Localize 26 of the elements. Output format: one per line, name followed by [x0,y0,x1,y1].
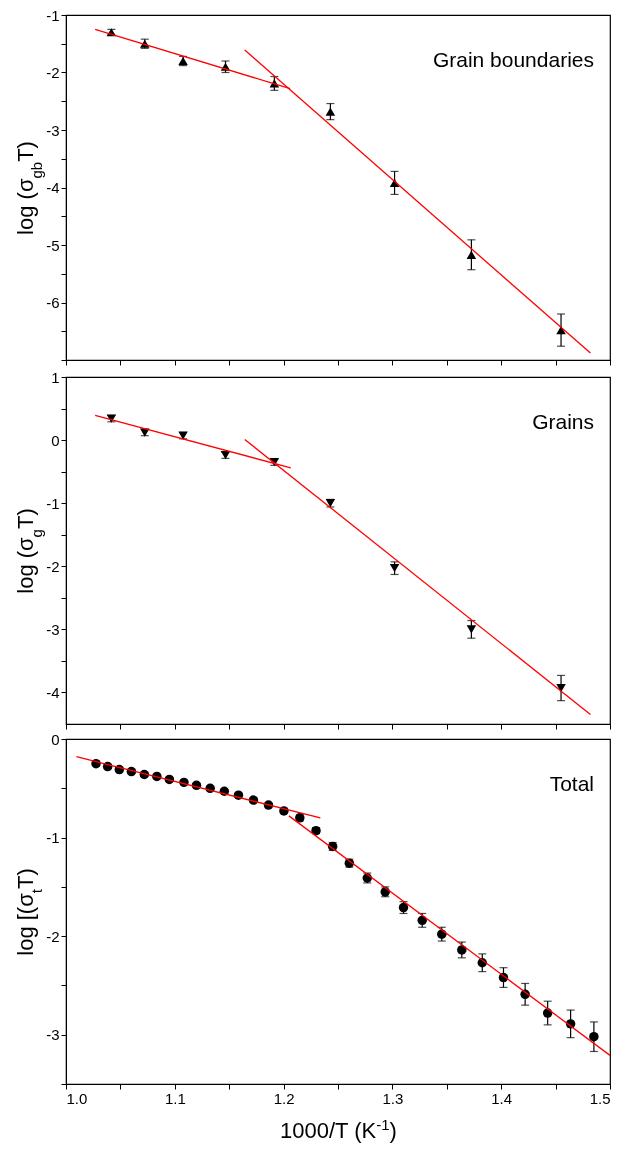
annotation: Grain boundaries [432,48,594,71]
x-tick-label: 1.0 [66,1089,88,1107]
y-tick-label: -2 [46,557,60,575]
y-tick-label: -4 [46,179,60,196]
x-tick-label: 1.1 [164,1089,186,1107]
y-tick-label: -3 [46,1026,60,1044]
y-tick-label: -1 [46,6,60,24]
y-tick-label: -6 [46,294,60,311]
y-tick-label: -4 [46,683,60,701]
y-tick-label: -3 [46,121,60,139]
x-axis-title: 1000/T (K$^{-1}$) [280,1115,397,1143]
y-tick-label: 0 [51,431,60,449]
annotation: Grains [532,410,594,433]
x-tick-label: 1.3 [382,1089,404,1107]
annotation: Total [549,772,594,795]
x-tick-label: 1.2 [273,1089,295,1107]
y-tick-label: -3 [46,620,60,638]
y-tick-label: -1 [46,829,60,847]
y-tick-label: -5 [46,236,60,254]
y-tick-label: -2 [46,927,60,945]
x-tick-label: 1.5 [589,1089,611,1107]
x-tick-label: 1.4 [491,1089,513,1107]
y-tick-label: -1 [46,494,60,512]
y-tick-label: 0 [51,730,60,748]
y-tick-label: 1 [51,368,60,386]
y-tick-label: -2 [46,64,60,81]
